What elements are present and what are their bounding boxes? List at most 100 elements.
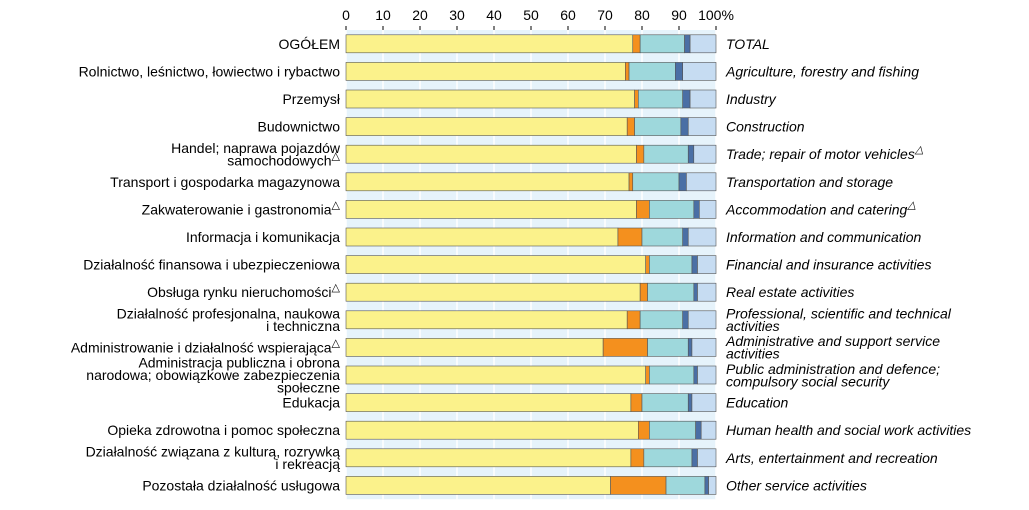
bar-segment: [687, 227, 717, 247]
category-label-pl-line: Transport i gospodarka magazynowa: [110, 174, 340, 190]
bar-segment: [697, 255, 717, 274]
x-tick-label: 100%: [698, 7, 734, 23]
bar-segment: [687, 310, 717, 330]
category-label-en-line: Arts, entertainment and recreation: [725, 450, 938, 466]
category-label-en: Arts, entertainment and recreation: [725, 450, 938, 466]
bar-segment: [617, 227, 643, 247]
bar-segment: [639, 282, 648, 302]
bar-segment: [641, 393, 689, 412]
bar-segment: [687, 117, 717, 136]
bar-segment: [682, 310, 689, 330]
category-label-pl-line: Przemysł: [282, 91, 340, 107]
bar-segment: [632, 172, 680, 192]
category-label-en-line: Trade; repair of motor vehicles: [726, 146, 915, 162]
bar-segment: [345, 200, 637, 219]
bar-segment: [602, 338, 648, 357]
category-label-en-line: Human health and social work activities: [726, 422, 971, 438]
category-label-pl-line: OGÓŁEM: [279, 36, 340, 52]
x-axis-ticks: 0 10 20 30 40 50 60 70 80 90 100%: [342, 7, 734, 30]
category-label-en-line: TOTAL: [726, 36, 770, 52]
bar-segment: [643, 144, 689, 164]
bar-segment: [625, 62, 630, 81]
category-label-en-line: Public administration and defence;: [726, 361, 940, 377]
category-label-en-line: Professional, scientific and technical: [726, 306, 952, 322]
bar-segment: [643, 448, 693, 468]
bar-segment: [639, 310, 684, 330]
category-label-en: Trade; repair of motor vehicles△: [726, 144, 924, 162]
bar-segment: [345, 89, 635, 109]
bar-segment: [649, 255, 693, 274]
category-label-pl-line: samochodowych: [227, 152, 331, 168]
revision-triangle-mark: △: [914, 144, 924, 156]
category-label-pl: Obsługa rynku nieruchomości△: [147, 282, 340, 300]
category-label-en-line: Industry: [726, 91, 777, 107]
bar-segment: [704, 476, 709, 495]
bar-segment: [678, 172, 687, 192]
bar-segment: [708, 476, 717, 495]
bar-segment: [687, 393, 693, 412]
bar-segment: [693, 365, 698, 385]
bar-segment: [345, 282, 641, 302]
bar-segment: [697, 448, 717, 468]
category-label-en: Professional, scientific and technical ac…: [726, 306, 952, 335]
bar-segment: [345, 144, 637, 164]
bar-segment: [691, 338, 717, 357]
bar-segment: [691, 255, 698, 274]
category-label-en-line: Real estate activities: [726, 284, 854, 300]
category-label-en: Real estate activities: [726, 284, 854, 300]
polish-category-labels: OGÓŁEM Rolnictwo, leśnictwo, łowiectwo i …: [71, 36, 341, 494]
bar-segment: [645, 255, 650, 274]
bar-segment: [637, 420, 650, 440]
bar-segment: [697, 365, 717, 385]
bar-segment: [636, 144, 645, 164]
category-label-pl: Działalność profesjonalna, naukowa i tech…: [117, 306, 341, 335]
bar-segment: [345, 310, 628, 330]
x-tick-label: 80: [634, 7, 650, 23]
bar-segment: [630, 448, 645, 468]
category-label-en: Public administration and defence; compul…: [726, 361, 940, 390]
category-label-pl-line: Administracja publiczna i obrona: [138, 355, 340, 371]
category-label-en-line: compulsory social security: [726, 373, 890, 389]
category-label-pl-line: Działalność finansowa i ubezpieczeniowa: [83, 257, 340, 273]
category-label-pl-line: i rekreacją: [275, 456, 340, 472]
bar-segment: [699, 200, 717, 219]
category-label-pl-line: Zakwaterowanie i gastronomia: [142, 201, 332, 217]
category-label-en-line: activities: [726, 346, 780, 362]
bar-segment: [687, 144, 695, 164]
category-label-pl-line: Obsługa rynku nieruchomości: [147, 284, 331, 300]
x-tick-label: 70: [597, 7, 613, 23]
bar-segment: [634, 89, 639, 109]
x-tick-label: 30: [449, 7, 465, 23]
category-label-pl: Zakwaterowanie i gastronomia△: [142, 199, 341, 217]
bar-segment: [691, 393, 717, 412]
bar-segment: [682, 62, 717, 81]
category-label-en-line: activities: [726, 318, 780, 334]
category-label-en-line: Information and communication: [726, 229, 922, 245]
revision-triangle-mark: △: [332, 150, 341, 162]
category-label-pl: Rolnictwo, leśnictwo, łowiectwo i rybact…: [79, 63, 341, 79]
revision-triangle-mark: △: [332, 199, 341, 211]
category-label-pl-line: społeczne: [277, 380, 340, 396]
revision-triangle-mark: △: [906, 199, 916, 211]
bar-segment: [626, 117, 635, 136]
bar-segment: [637, 89, 683, 109]
revision-triangle-mark: △: [332, 282, 341, 294]
bar-segment: [628, 62, 676, 81]
bar-segment: [693, 282, 698, 302]
category-label-pl: Działalność związana z kulturą, rozrywką…: [86, 444, 341, 473]
category-label-en: Human health and social work activities: [726, 422, 971, 438]
category-label-pl-line: Rolnictwo, leśnictwo, łowiectwo i rybact…: [79, 63, 341, 79]
bar-segment: [645, 365, 650, 385]
category-label-en: Transportation and storage: [726, 174, 893, 190]
category-label-en-line: Administrative and support service: [725, 333, 940, 349]
bar-segment: [630, 393, 643, 412]
bar-segment: [345, 172, 630, 192]
bar-segment: [639, 34, 685, 54]
x-tick-label: 0: [342, 7, 350, 23]
bar-segment: [700, 420, 717, 440]
bar-segment: [345, 255, 647, 274]
category-label-pl-line: Działalność profesjonalna, naukowa: [117, 306, 341, 322]
category-label-en: Construction: [726, 119, 805, 135]
bars: [345, 34, 717, 495]
